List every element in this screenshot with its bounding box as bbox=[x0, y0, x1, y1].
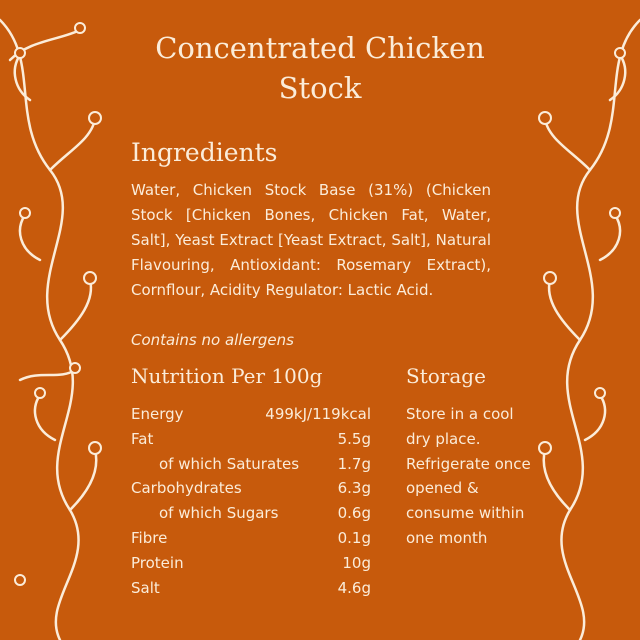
nutrition-row: Protein 10g bbox=[131, 551, 371, 576]
allergen-note: Contains no allergens bbox=[131, 331, 294, 349]
nutrient-name: Fat bbox=[131, 429, 154, 448]
nutrition-table: Energy 499kJ/119kcal Fat 5.5g of which Satur… bbox=[131, 402, 371, 600]
nutrition-row: Energy 499kJ/119kcal bbox=[131, 402, 371, 427]
product-title: Concentrated Chicken Stock bbox=[155, 31, 485, 105]
nutrient-value: 1.7g bbox=[337, 454, 371, 473]
storage-heading: Storage bbox=[406, 364, 486, 388]
nutrient-value: 4.6g bbox=[337, 578, 371, 597]
vine-decoration-right bbox=[538, 18, 640, 640]
nutrient-value: 10g bbox=[342, 553, 371, 572]
nutrient-value: 0.6g bbox=[337, 504, 371, 523]
nutrient-name: Energy bbox=[131, 405, 184, 423]
nutrient-value: 6.3g bbox=[337, 479, 371, 498]
nutrition-row: Carbohydrates 6.3g bbox=[131, 476, 371, 501]
nutrient-name: Carbohydrates bbox=[131, 479, 242, 498]
nutrition-row: Salt 4.6g bbox=[131, 576, 371, 601]
nutrient-value: 5.5g bbox=[337, 429, 371, 448]
ingredients-heading: Ingredients bbox=[131, 138, 278, 167]
nutrition-row: of which Saturates 1.7g bbox=[131, 452, 371, 477]
nutrition-row: of which Sugars 0.6g bbox=[131, 501, 371, 526]
nutrient-name: Salt bbox=[131, 578, 160, 597]
storage-text: Store in a cool dry place. Refrigerate o… bbox=[406, 405, 531, 547]
nutrient-name: of which Saturates bbox=[159, 454, 300, 473]
nutrition-row: Fat 5.5g bbox=[131, 427, 371, 452]
nutrient-value: 499kJ/119kcal bbox=[265, 405, 371, 423]
nutrient-name: of which Sugars bbox=[159, 504, 279, 523]
vine-decoration-left bbox=[0, 18, 102, 640]
nutrient-name: Protein bbox=[131, 553, 184, 572]
nutrient-value: 0.1g bbox=[337, 528, 371, 547]
ingredients-text: Water, Chicken Stock Base (31%) (Chicken… bbox=[131, 181, 491, 299]
nutrition-heading: Nutrition Per 100g bbox=[131, 364, 323, 388]
nutrition-row: Fibre 0.1g bbox=[131, 526, 371, 551]
nutrient-name: Fibre bbox=[131, 528, 168, 547]
